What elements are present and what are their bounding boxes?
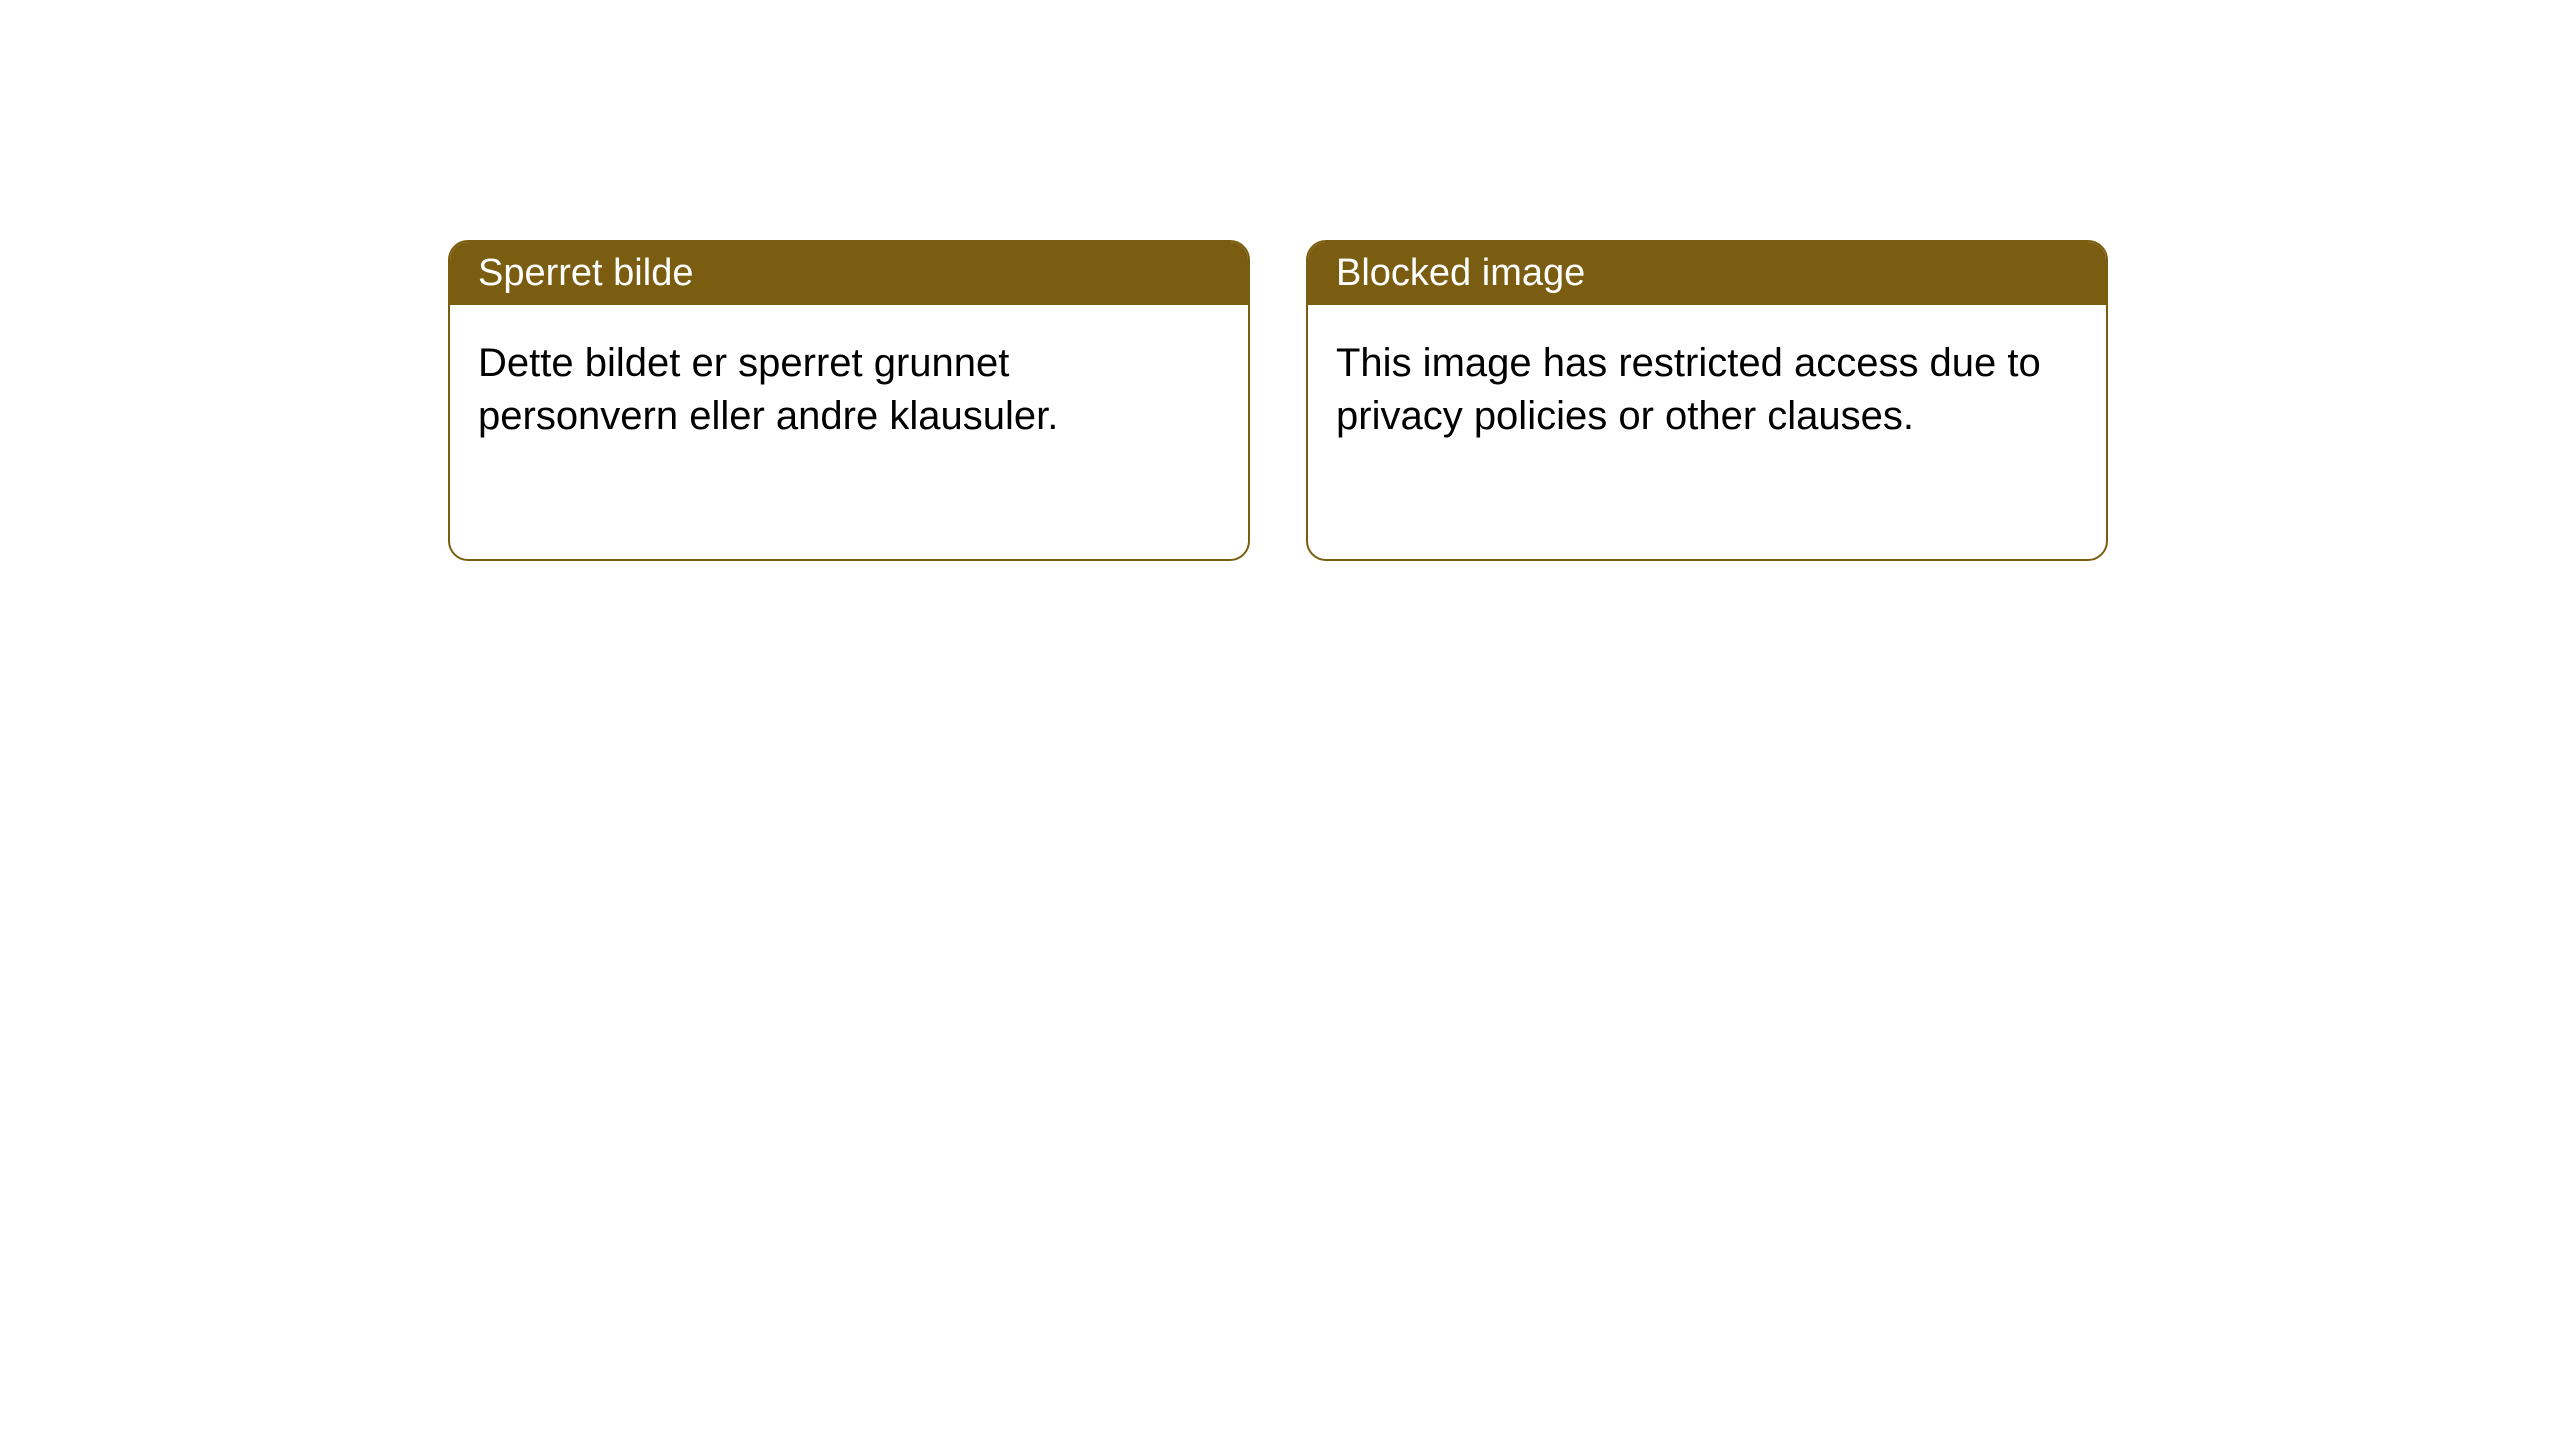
- notice-card-english: Blocked image This image has restricted …: [1306, 240, 2108, 561]
- notice-body-english: This image has restricted access due to …: [1308, 305, 2106, 559]
- notice-title-english: Blocked image: [1308, 242, 2106, 305]
- notice-body-norwegian: Dette bildet er sperret grunnet personve…: [450, 305, 1248, 559]
- notice-title-norwegian: Sperret bilde: [450, 242, 1248, 305]
- notice-card-norwegian: Sperret bilde Dette bildet er sperret gr…: [448, 240, 1250, 561]
- notice-container: Sperret bilde Dette bildet er sperret gr…: [448, 240, 2108, 561]
